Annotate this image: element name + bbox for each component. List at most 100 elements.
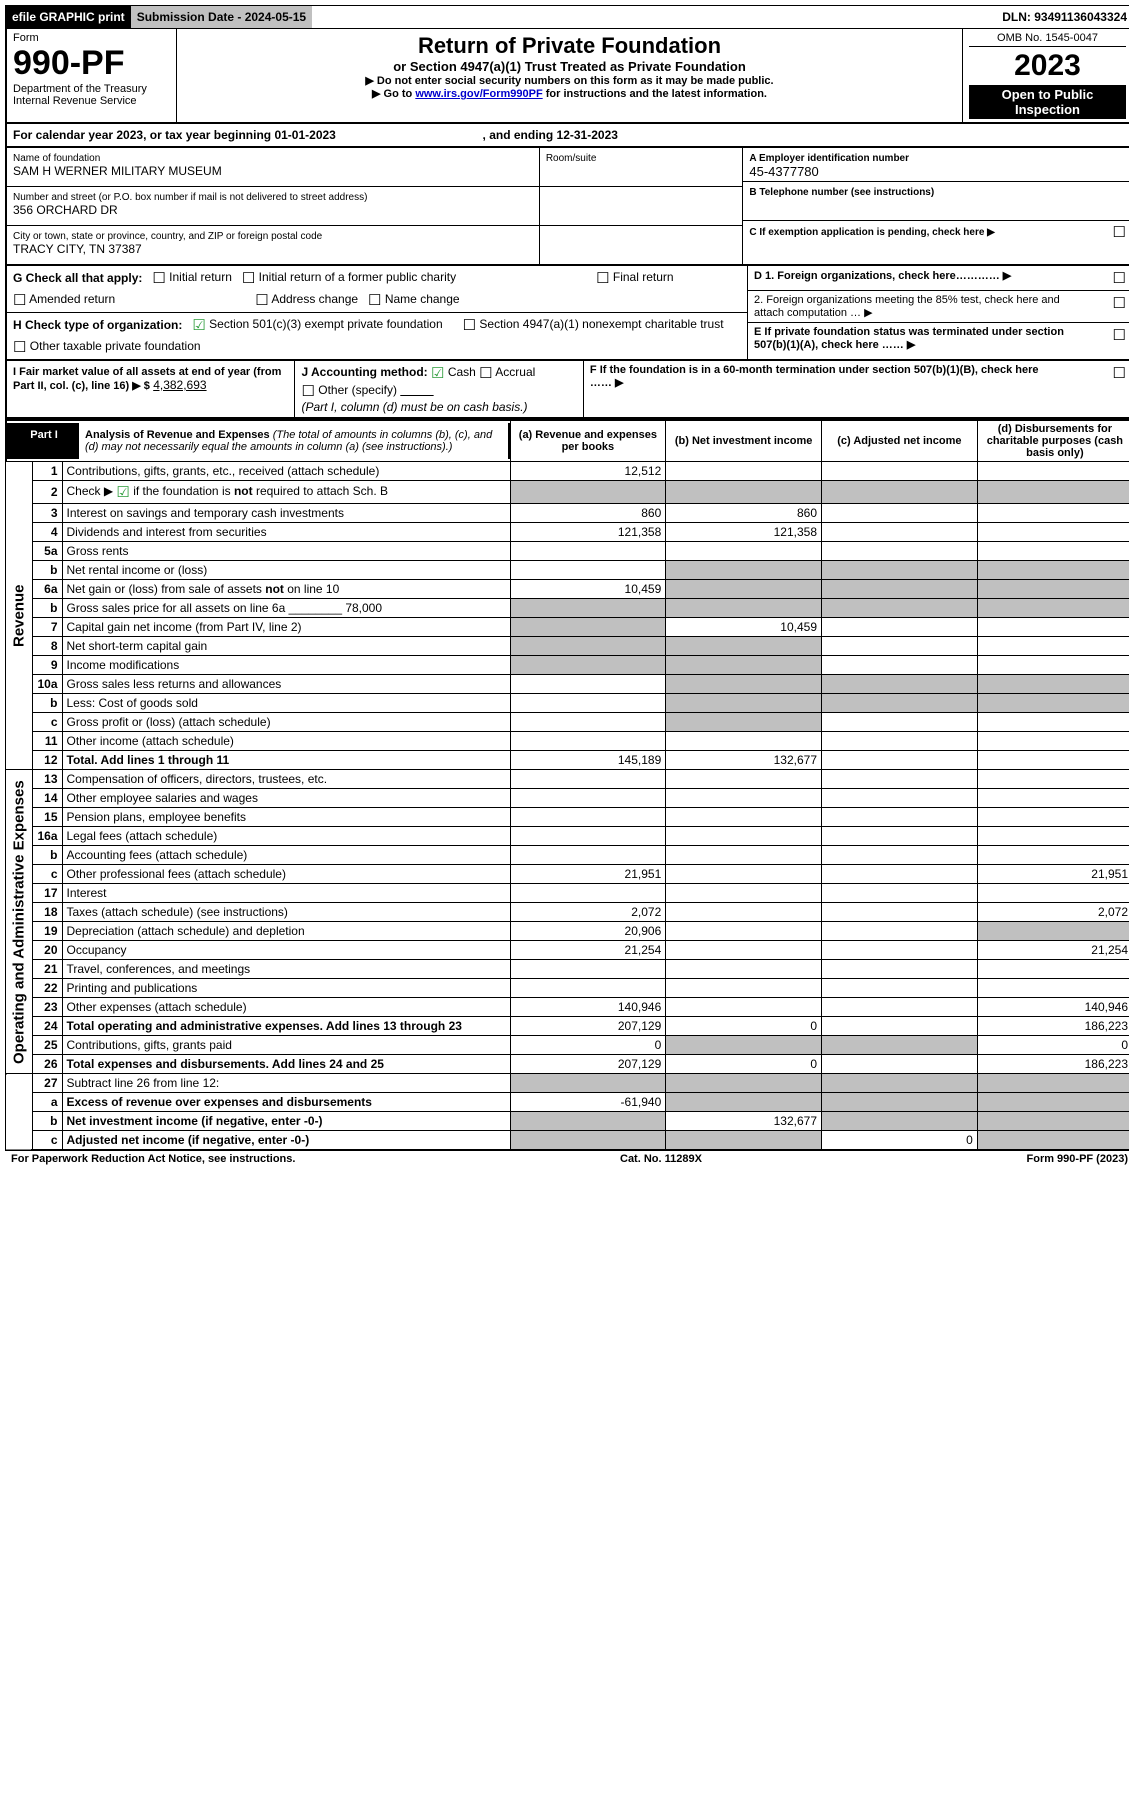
cell-a: [510, 561, 666, 580]
chk-name-change[interactable]: ☐: [368, 292, 381, 309]
row-number: 1: [32, 462, 62, 481]
row-number: 10a: [32, 675, 62, 694]
cell-d: [977, 713, 1129, 732]
cell-b: [666, 713, 822, 732]
chk-final-return[interactable]: ☐: [596, 270, 609, 287]
city-state-zip: TRACY CITY, TN 37387: [13, 242, 142, 256]
cell-d: [977, 675, 1129, 694]
cell-d: [977, 462, 1129, 481]
cell-b: 0: [666, 1055, 822, 1074]
cell-d: 186,223: [977, 1055, 1129, 1074]
cell-a: [510, 884, 666, 903]
table-row: 18Taxes (attach schedule) (see instructi…: [6, 903, 1129, 922]
cell-a: [510, 1112, 666, 1131]
chk-4947a1[interactable]: ☐: [463, 317, 476, 334]
cell-d: [977, 656, 1129, 675]
row-number: 21: [32, 960, 62, 979]
row-number: 27: [32, 1074, 62, 1093]
cell-c: [822, 808, 978, 827]
row-number: 26: [32, 1055, 62, 1074]
cell-b: [666, 960, 822, 979]
efile-print[interactable]: efile GRAPHIC print: [6, 6, 131, 28]
side-revenue: Revenue: [6, 462, 32, 770]
irs: Internal Revenue Service: [13, 95, 137, 107]
addr-label: Number and street (or P.O. box number if…: [13, 192, 367, 203]
cell-a: 860: [510, 504, 666, 523]
cell-b: 0: [666, 1017, 822, 1036]
row-number: 19: [32, 922, 62, 941]
omb-no: OMB No. 1545-0047: [969, 32, 1126, 47]
cell-b: 132,677: [666, 1112, 822, 1131]
info-grid: Name of foundation SAM H WERNER MILITARY…: [5, 148, 1129, 266]
cell-d: [977, 561, 1129, 580]
table-row: 25Contributions, gifts, grants paid00: [6, 1036, 1129, 1055]
row-number: 24: [32, 1017, 62, 1036]
cell-b: 132,677: [666, 751, 822, 770]
cell-c: [822, 922, 978, 941]
foundation-name: SAM H WERNER MILITARY MUSEUM: [13, 164, 222, 178]
cell-c: [822, 580, 978, 599]
chk-accrual[interactable]: ☐: [479, 365, 492, 382]
cell-c: [822, 846, 978, 865]
table-row: 6aNet gain or (loss) from sale of assets…: [6, 580, 1129, 599]
cell-d: [977, 1074, 1129, 1093]
cell-b: [666, 808, 822, 827]
cell-a: [510, 808, 666, 827]
j-note: (Part I, column (d) must be on cash basi…: [301, 400, 527, 414]
row-label: Net gain or (loss) from sale of assets n…: [62, 580, 510, 599]
cell-c: [822, 751, 978, 770]
row-number: b: [32, 599, 62, 618]
row-number: c: [32, 865, 62, 884]
cell-c: [822, 481, 978, 504]
form990pf-link[interactable]: www.irs.gov/Form990PF: [415, 88, 542, 100]
chk-other-method[interactable]: ☐: [301, 383, 314, 400]
row-label: Travel, conferences, and meetings: [62, 960, 510, 979]
warn-ssn: ▶ Do not enter social security numbers o…: [183, 74, 956, 87]
chk-cash[interactable]: ☑: [431, 365, 444, 382]
cell-d: 140,946: [977, 998, 1129, 1017]
cell-a: [510, 599, 666, 618]
chk-address-change[interactable]: ☐: [255, 292, 268, 309]
row-label: Net short-term capital gain: [62, 637, 510, 656]
cell-a: [510, 618, 666, 637]
row-label: Accounting fees (attach schedule): [62, 846, 510, 865]
cell-c: [822, 979, 978, 998]
cell-c: [822, 1017, 978, 1036]
row-label: Printing and publications: [62, 979, 510, 998]
room-label: Room/suite: [546, 153, 597, 164]
cell-c: [822, 941, 978, 960]
cell-a: 207,129: [510, 1055, 666, 1074]
row-label: Income modifications: [62, 656, 510, 675]
topbar: efile GRAPHIC print Submission Date - 20…: [5, 5, 1129, 29]
chk-amended-return[interactable]: ☐: [13, 292, 26, 309]
city-label: City or town, state or province, country…: [13, 231, 322, 242]
row-label: Net investment income (if negative, ente…: [62, 1112, 510, 1131]
chk-d1[interactable]: ☐: [1113, 269, 1126, 287]
side-blank: [6, 1074, 32, 1151]
cell-d: 21,254: [977, 941, 1129, 960]
cell-b: 10,459: [666, 618, 822, 637]
cell-c: [822, 542, 978, 561]
cat-no: Cat. No. 11289X: [620, 1153, 702, 1165]
table-row: aExcess of revenue over expenses and dis…: [6, 1093, 1129, 1112]
table-row: 2Check ▶ ☑ if the foundation is not requ…: [6, 481, 1129, 504]
checkbox-c[interactable]: ☐: [1113, 223, 1126, 241]
chk-d2[interactable]: ☐: [1113, 294, 1126, 319]
chk-other-taxable[interactable]: ☐: [13, 339, 26, 356]
cell-d: [977, 732, 1129, 751]
row-number: 18: [32, 903, 62, 922]
row-label: Other employee salaries and wages: [62, 789, 510, 808]
dept-treasury: Department of the Treasury: [13, 83, 147, 95]
form-page: efile GRAPHIC print Submission Date - 20…: [0, 0, 1129, 1172]
cell-c: [822, 618, 978, 637]
col-c-header: (c) Adjusted net income: [822, 420, 978, 462]
row-number: b: [32, 561, 62, 580]
chk-initial-former[interactable]: ☐: [242, 270, 255, 287]
chk-f[interactable]: ☐: [1113, 364, 1126, 414]
cell-a: [510, 789, 666, 808]
chk-initial-return[interactable]: ☐: [152, 270, 165, 287]
row-label: Gross sales less returns and allowances: [62, 675, 510, 694]
cell-c: [822, 523, 978, 542]
chk-501c3[interactable]: ☑: [192, 317, 205, 334]
chk-e[interactable]: ☐: [1113, 326, 1126, 351]
